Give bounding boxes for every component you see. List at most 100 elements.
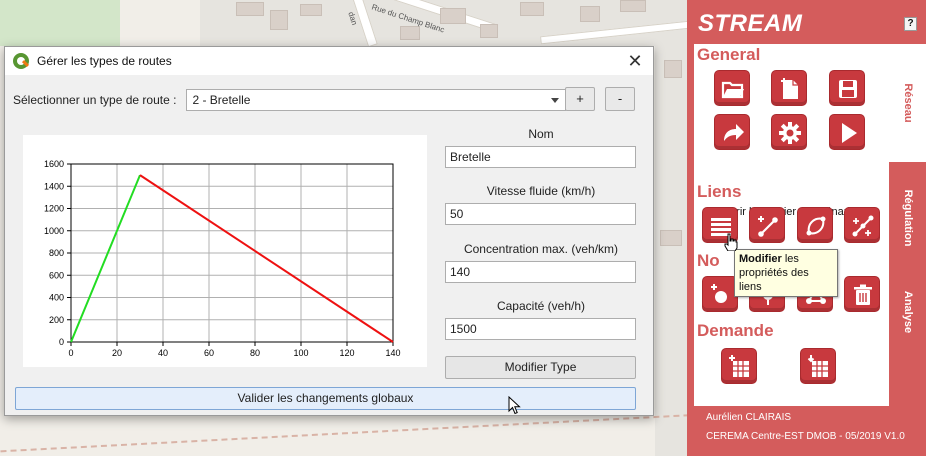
split-link-button[interactable] bbox=[844, 207, 880, 243]
remove-type-button[interactable]: - bbox=[605, 87, 635, 111]
x-tick-label: 40 bbox=[158, 348, 168, 358]
add-node-icon bbox=[711, 284, 727, 303]
building bbox=[270, 10, 288, 30]
reverse-link-button[interactable] bbox=[797, 207, 833, 243]
y-tick-label: 800 bbox=[49, 248, 64, 258]
building bbox=[664, 60, 682, 78]
boundary-line bbox=[0, 413, 690, 453]
capacity-field[interactable]: 1500 bbox=[445, 318, 636, 340]
x-tick-label: 100 bbox=[293, 348, 308, 358]
building bbox=[580, 6, 600, 22]
building bbox=[620, 0, 646, 12]
add-link-icon bbox=[758, 216, 778, 237]
delete-button[interactable] bbox=[844, 276, 880, 312]
list-lines-icon bbox=[711, 218, 731, 236]
y-tick-label: 200 bbox=[49, 315, 64, 325]
footer-organization: CEREMA Centre-EST DMOB - 05/2019 V1.0 bbox=[706, 431, 905, 442]
new-file-icon bbox=[781, 78, 798, 99]
chevron-down-icon bbox=[551, 98, 560, 103]
tooltip: Modifier les propriétés des liens bbox=[734, 249, 838, 297]
edit-link-properties-button[interactable] bbox=[702, 207, 738, 243]
name-label: Nom bbox=[528, 127, 554, 141]
building bbox=[440, 8, 466, 24]
building bbox=[660, 230, 682, 246]
x-tick-label: 140 bbox=[385, 348, 400, 358]
play-icon bbox=[842, 123, 857, 143]
y-tick-label: 1400 bbox=[44, 181, 64, 191]
x-tick-label: 120 bbox=[339, 348, 354, 358]
network-tab-content: General Ouvrir le dossier du scénario Li… bbox=[694, 44, 889, 406]
qgis-logo-icon bbox=[13, 53, 29, 69]
dialog-title: Gérer les types de routes bbox=[37, 54, 172, 68]
run-button[interactable] bbox=[829, 114, 865, 150]
y-tick-label: 600 bbox=[49, 270, 64, 280]
tab-analyse-label: Analyse bbox=[901, 290, 914, 334]
validate-global-changes-button[interactable]: Valider les changements globaux bbox=[15, 387, 636, 410]
save-button[interactable] bbox=[829, 70, 865, 106]
max-concentration-label: Concentration max. (veh/km) bbox=[463, 242, 619, 256]
tooltip-bold: Modifier bbox=[739, 253, 782, 265]
road-type-label: Sélectionner un type de route : bbox=[13, 93, 177, 107]
share-arrow-icon bbox=[724, 124, 744, 141]
series-line-0 bbox=[70, 174, 141, 343]
section-links-title: Liens bbox=[697, 182, 742, 201]
open-folder-icon bbox=[721, 81, 744, 99]
add-demand-button[interactable] bbox=[721, 348, 757, 384]
chart-svg: 0 20 40 60 80 100 120 1400200400600800100012001… bbox=[44, 159, 401, 358]
series-line-1 bbox=[139, 174, 394, 343]
import-demand-button[interactable] bbox=[800, 348, 836, 384]
max-concentration-field[interactable]: 140 bbox=[445, 261, 636, 283]
modify-type-button[interactable]: Modifier Type bbox=[445, 356, 636, 379]
save-icon bbox=[839, 80, 857, 98]
tooltip-text: les propriétés des liens bbox=[739, 253, 809, 293]
y-tick-label: 1600 bbox=[44, 159, 64, 169]
tab-reseau-label: Réseau bbox=[901, 83, 914, 123]
building bbox=[236, 2, 264, 16]
share-button[interactable] bbox=[714, 114, 750, 150]
y-tick-label: 400 bbox=[49, 293, 64, 303]
free-speed-field[interactable]: 50 bbox=[445, 203, 636, 225]
green-area bbox=[0, 0, 120, 46]
y-tick-label: 0 bbox=[59, 337, 64, 347]
settings-gear-icon bbox=[779, 122, 801, 144]
manage-road-types-dialog: Gérer les types de routes ✕ Sélectionner… bbox=[4, 46, 654, 416]
panel-title: STREAM bbox=[698, 10, 803, 37]
open-folder-button[interactable] bbox=[714, 70, 750, 106]
add-node-button[interactable] bbox=[702, 276, 738, 312]
road-type-selected-value: 2 - Bretelle bbox=[192, 93, 251, 107]
add-link-button[interactable] bbox=[749, 207, 785, 243]
tab-regulation[interactable]: Régulation bbox=[889, 162, 926, 274]
fundamental-diagram-chart: 0 20 40 60 80 100 120 140 0 200 400 600 800 1000 1200 1… bbox=[23, 135, 427, 367]
road-type-select[interactable]: 2 - Bretelle bbox=[186, 89, 567, 111]
tab-analyse[interactable]: Analyse bbox=[889, 274, 926, 350]
section-nodes-title: No bbox=[697, 251, 720, 270]
import-demand-table-icon bbox=[807, 355, 828, 377]
y-tick-label: 1000 bbox=[44, 226, 64, 236]
hand-cursor-icon bbox=[724, 233, 738, 251]
residential-area bbox=[655, 46, 690, 456]
free-speed-label: Vitesse fluide (km/h) bbox=[486, 184, 596, 198]
y-tick-label: 1200 bbox=[44, 204, 64, 214]
x-tick-label: 0 bbox=[68, 348, 73, 358]
new-file-button[interactable] bbox=[771, 70, 807, 106]
road-type-row: Sélectionner un type de route : 2 - Bret… bbox=[13, 89, 567, 111]
name-field[interactable]: Bretelle bbox=[445, 146, 636, 168]
building bbox=[480, 24, 498, 38]
section-general-title: General bbox=[697, 45, 761, 64]
tab-reseau[interactable]: Réseau bbox=[889, 44, 926, 162]
section-demand-title: Demande bbox=[697, 321, 774, 340]
add-type-button[interactable]: + bbox=[565, 87, 595, 111]
building bbox=[400, 26, 420, 40]
x-tick-label: 80 bbox=[250, 348, 260, 358]
settings-button[interactable] bbox=[771, 114, 807, 150]
capacity-label: Capacité (veh/h) bbox=[496, 299, 586, 313]
close-button[interactable]: ✕ bbox=[627, 51, 643, 71]
building bbox=[300, 4, 322, 16]
help-button[interactable]: ? bbox=[904, 17, 917, 31]
tab-regulation-label: Régulation bbox=[901, 189, 914, 247]
dialog-titlebar[interactable]: Gérer les types de routes ✕ bbox=[5, 47, 653, 75]
footer-author: Aurélien CLAIRAIS bbox=[706, 412, 792, 423]
stream-panel: STREAM ? General Ouvrir le dossier du sc… bbox=[687, 0, 926, 456]
x-tick-label: 20 bbox=[112, 348, 122, 358]
x-tick-label: 60 bbox=[204, 348, 214, 358]
